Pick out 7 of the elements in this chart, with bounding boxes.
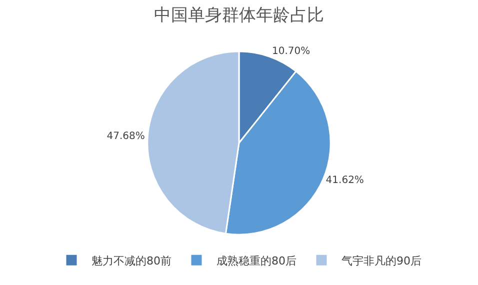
data-label: 47.68% [106,130,145,142]
data-label: 10.70% [272,46,310,58]
chart-title: 中国单身群体年龄占比 [154,5,324,26]
legend-label: 魅力不减的80前 [92,254,172,268]
data-label: 41.62% [326,174,364,186]
legend-label: 气宇非凡的90后 [342,254,422,268]
legend-label: 成熟稳重的80后 [216,254,296,268]
